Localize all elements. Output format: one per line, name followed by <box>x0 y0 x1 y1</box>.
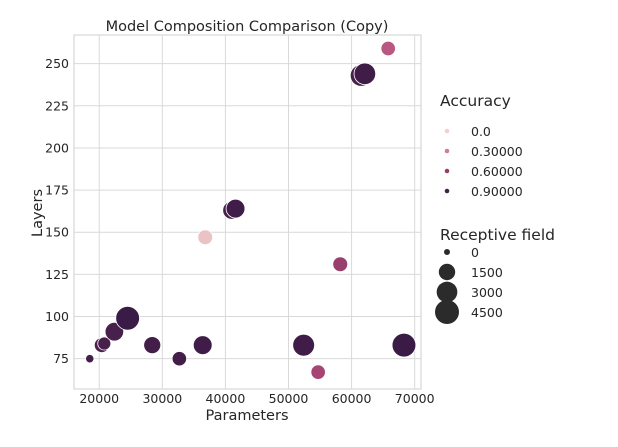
legend-size-title: Receptive field <box>440 226 555 244</box>
y-tick-label: 250 <box>45 56 69 71</box>
legend-hue-label: 0.60000 <box>471 164 523 179</box>
scatter-point <box>197 229 214 246</box>
legend-size-label: 1500 <box>471 265 503 280</box>
y-tick-label: 200 <box>45 140 69 155</box>
scatter-points <box>85 40 417 380</box>
legend-size-label: 3000 <box>471 285 503 300</box>
y-tick-label: 75 <box>53 351 69 366</box>
x-tick-label: 70000 <box>395 391 435 406</box>
scatter-point <box>353 62 377 85</box>
legend-size-marker <box>444 249 450 255</box>
y-tick-label: 150 <box>45 225 69 240</box>
y-tick-label: 100 <box>45 309 69 324</box>
legend-hue-label: 0.0 <box>471 124 491 139</box>
scatter-point <box>292 333 315 357</box>
x-tick-label: 60000 <box>332 391 372 406</box>
legend-hue-entries: 0.0 0.30000 0.60000 0.90000 <box>444 124 523 199</box>
legend-hue-marker <box>444 188 450 194</box>
chart-title: Model Composition Comparison (Copy) <box>106 19 389 35</box>
scatter-point <box>310 364 326 380</box>
scatter-point <box>85 354 95 364</box>
x-tick-label: 20000 <box>79 391 119 406</box>
legend-size-marker <box>435 300 459 324</box>
scatter-point <box>143 336 162 355</box>
legend-hue-marker <box>444 148 450 154</box>
x-tick-label: 40000 <box>206 391 246 406</box>
legend: Accuracy 0.0 0.30000 0.60000 0.90000 Recept… <box>435 92 555 324</box>
legend-hue-marker <box>444 168 450 174</box>
legend-size-marker <box>438 263 456 281</box>
legend-size-label: 4500 <box>471 305 503 320</box>
scatter-point <box>380 40 396 57</box>
x-tick-label: 50000 <box>269 391 309 406</box>
x-tick-label: 30000 <box>142 391 182 406</box>
y-tick-label: 175 <box>45 183 69 198</box>
scatter-point <box>225 198 246 219</box>
y-tick-label: 225 <box>45 98 69 113</box>
legend-hue-marker <box>444 128 450 134</box>
y-axis-label: Layers <box>30 189 46 237</box>
legend-size-entries: 0 1500 3000 4500 <box>435 245 503 324</box>
scatter-point <box>97 336 112 351</box>
x-axis-ticks: 20000 30000 40000 50000 60000 70000 <box>79 391 434 406</box>
y-axis-ticks: 75 100 125 150 175 200 225 250 <box>45 56 69 366</box>
scatter-point <box>332 256 349 273</box>
scatter-point <box>115 305 140 331</box>
legend-size-label: 0 <box>471 245 479 260</box>
legend-hue-label: 0.30000 <box>471 144 523 159</box>
scatter-point <box>192 335 213 356</box>
scatter-point <box>104 321 125 342</box>
y-tick-label: 125 <box>45 267 69 282</box>
legend-hue-label: 0.90000 <box>471 184 523 199</box>
plot-area <box>73 34 422 390</box>
legend-hue-title: Accuracy <box>440 92 511 110</box>
plot-background <box>73 34 422 390</box>
legend-size-marker <box>436 281 458 303</box>
scatter-point <box>391 332 417 358</box>
scatter-point <box>171 351 188 367</box>
x-axis-label: Parameters <box>206 408 289 424</box>
